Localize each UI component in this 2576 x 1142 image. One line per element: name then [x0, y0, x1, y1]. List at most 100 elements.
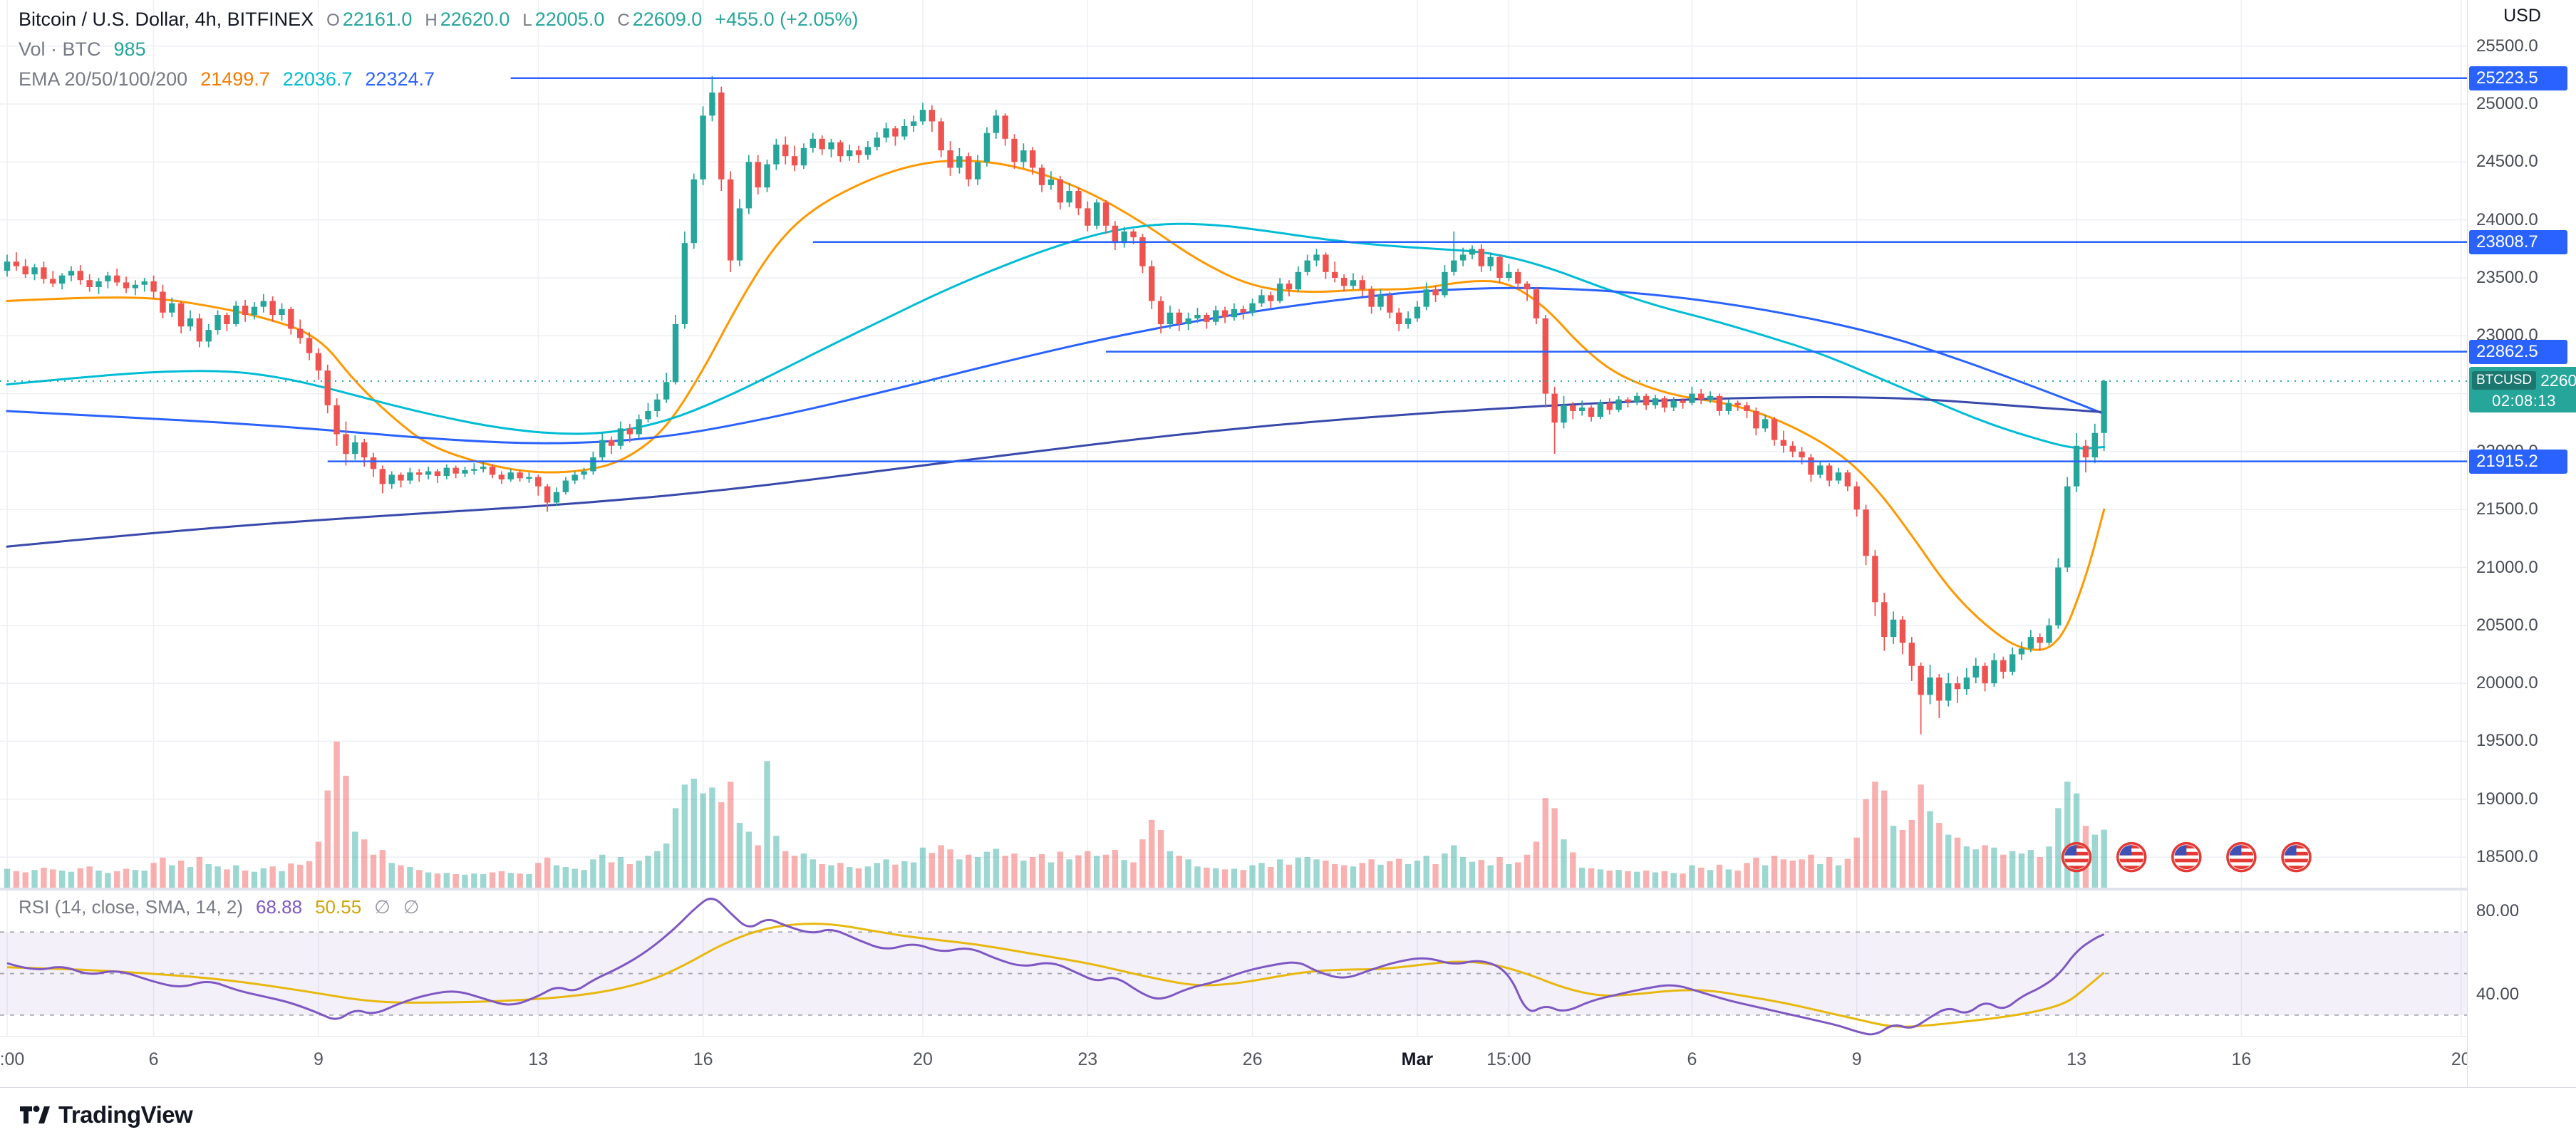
volume-bar [800, 853, 807, 888]
candle-body [974, 162, 981, 180]
volume-bar [791, 856, 798, 888]
candle-body [1204, 315, 1210, 322]
tradingview-logo-icon[interactable] [19, 1102, 50, 1128]
candle-body [13, 261, 20, 266]
volume-bar [2000, 854, 2007, 888]
volume-bar [1459, 857, 1467, 888]
candle-body [517, 472, 523, 479]
candle-body [379, 469, 386, 484]
ema100-value: 22324.7 [365, 68, 435, 90]
volume-label[interactable]: Vol · BTC [19, 38, 101, 60]
candle-body [1680, 400, 1686, 403]
us-flag-event-icon[interactable] [2116, 841, 2147, 873]
candle-body [1340, 277, 1348, 286]
candle-body [1048, 179, 1055, 185]
candle-body [388, 474, 395, 484]
candle-body [1945, 683, 1952, 701]
volume-bar [956, 859, 963, 888]
candle-body [929, 110, 936, 122]
volume-bar [297, 864, 304, 888]
candle-body [1524, 284, 1531, 290]
candle-body [1844, 472, 1851, 487]
candle-body [370, 457, 377, 469]
rsi-legend: RSI (14, close, SMA, 14, 2) 68.88 50.55 … [19, 896, 419, 918]
volume-bar [480, 873, 487, 888]
candle-body [407, 472, 413, 481]
volume-bar [1295, 857, 1302, 888]
candle-body [1652, 398, 1659, 405]
candle-body [1268, 295, 1274, 301]
candle-body [177, 303, 185, 327]
volume-bar [2073, 793, 2080, 888]
brand-name[interactable]: TradingView [58, 1101, 193, 1128]
volume-bar [187, 867, 194, 888]
rsi-value: 68.88 [256, 896, 303, 918]
volume-bar [1789, 860, 1796, 888]
candle-body [2027, 637, 2034, 649]
rsi-axis-label: 40.00 [2476, 984, 2520, 1004]
candle-body [1359, 280, 1365, 290]
volume-bar [1075, 855, 1082, 888]
candle-body [919, 110, 926, 122]
candle-body [608, 440, 615, 446]
candle-body [1661, 398, 1668, 408]
rsi-pane-canvas[interactable] [0, 891, 2467, 1036]
us-flag-event-icon[interactable] [2226, 841, 2257, 873]
price-axis-label: 25000.0 [2476, 94, 2538, 114]
volume-bar [562, 867, 569, 888]
volume-bar [141, 871, 148, 888]
candle-body [1561, 405, 1567, 423]
volume-bar [233, 865, 239, 888]
candle-body [736, 208, 743, 261]
candle-body [1954, 683, 1961, 690]
candle-body [2064, 486, 2071, 568]
volume-bar [929, 853, 936, 888]
candle-body [333, 405, 340, 435]
price-axis-label: 19500.0 [2476, 731, 2538, 751]
rsi-label[interactable]: RSI (14, close, SMA, 14, 2) [19, 896, 244, 918]
price-axis[interactable]: USD BTCUSD 22609.0 02:08:13 25500.0 25000… [2467, 0, 2576, 1087]
volume-bar [2091, 834, 2098, 888]
volume-bar [745, 831, 752, 888]
time-axis-label: 26 [1242, 1049, 1263, 1069]
volume-bar [1121, 860, 1127, 888]
price-pane-canvas[interactable] [0, 0, 2467, 888]
candle-body [443, 467, 450, 477]
volume-bar [1890, 826, 1897, 888]
us-flag-event-icon[interactable] [2061, 841, 2092, 873]
symbol-title[interactable]: Bitcoin / U.S. Dollar, 4h, BITFINEX [19, 9, 314, 30]
volume-bar [2027, 850, 2034, 888]
candle-body [718, 92, 725, 180]
candle-body [663, 382, 670, 400]
volume-bar [498, 871, 505, 888]
volume-bar [1551, 808, 1558, 888]
volume-bar [13, 871, 20, 888]
candle-body [150, 281, 157, 292]
volume-bar [1405, 863, 1412, 888]
candle-body [1936, 678, 1943, 701]
candle-body [809, 138, 816, 148]
ray-price-tag: 21915.2 [2469, 449, 2567, 474]
us-flag-event-icon[interactable] [2281, 841, 2312, 873]
price-axis-label: 18500.0 [2476, 847, 2538, 867]
candle-body [892, 128, 899, 137]
pane-separator[interactable] [0, 888, 2467, 891]
us-flag-event-icon[interactable] [2171, 841, 2202, 873]
volume-bar [1744, 863, 1750, 888]
volume-bar [764, 761, 770, 888]
candle-body [1442, 271, 1448, 296]
ema-line [6, 159, 2106, 651]
candle-body [1625, 399, 1631, 402]
candle-body [1194, 315, 1201, 318]
ema-label[interactable]: EMA 20/50/100/200 [19, 68, 188, 90]
rsi-line [6, 898, 2105, 1036]
volume-bar [1579, 867, 1586, 888]
volume-bar [1972, 849, 1979, 888]
candle-body [324, 370, 331, 405]
candle-body [1533, 289, 1540, 318]
candle-body [498, 474, 505, 479]
current-price-tag: BTCUSD 22609.0 02:08:13 [2469, 366, 2576, 412]
volume-bar [86, 866, 93, 888]
candle-body [489, 467, 496, 475]
